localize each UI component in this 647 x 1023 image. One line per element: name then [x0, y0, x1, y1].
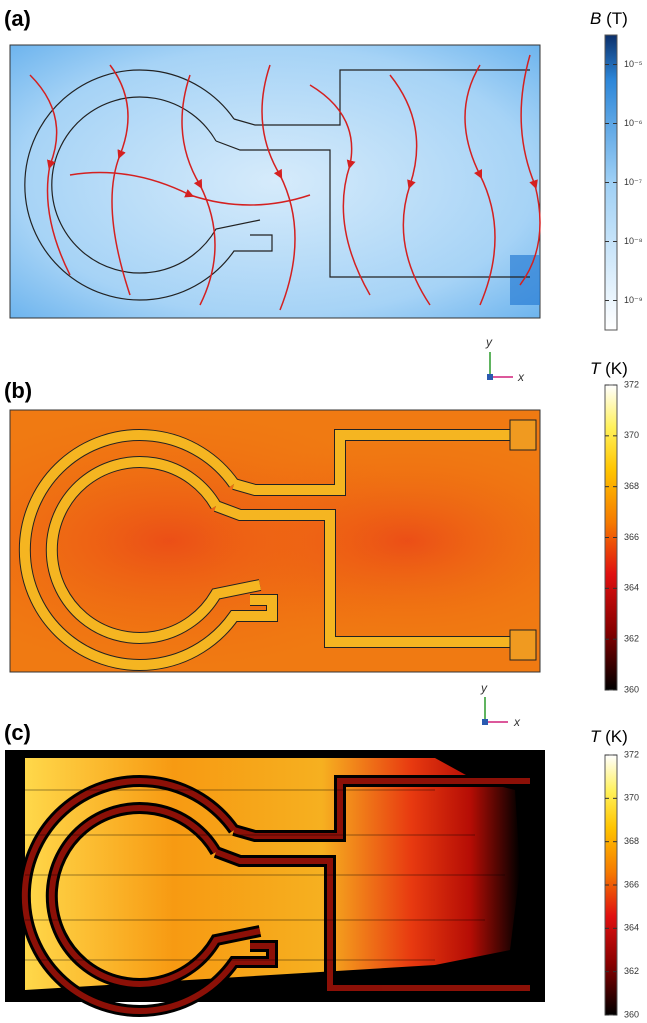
colorbar-tick-label: 360 [624, 684, 639, 694]
colorbar-tick-label: 364 [624, 583, 639, 593]
panel-label: (a) [4, 6, 31, 31]
colorbar-tick-label: 10⁻⁸ [624, 236, 643, 246]
colorbar-tick-label: 364 [624, 923, 639, 933]
colorbar-tick-label: 10⁻⁶ [624, 118, 643, 128]
axis-label: x [513, 715, 521, 729]
colorbar-tick-label: 10⁻⁷ [624, 177, 642, 187]
panel-label: (c) [4, 720, 31, 745]
axis-label: y [480, 681, 488, 695]
colorbar-tick-label: 368 [624, 836, 639, 846]
colorbar-tick-label: 362 [624, 634, 639, 644]
colorbar-tick-label: 372 [624, 379, 639, 389]
colorbar-title: B (T) [590, 9, 628, 28]
axis-label: x [517, 370, 525, 384]
colorbar-tick-label: 360 [624, 1009, 639, 1019]
figure: (a) B (T) y x (b) T (K) y x (c) [0, 0, 647, 1023]
axis-triad: y x [485, 335, 525, 384]
colorbar-title: T (K) [590, 359, 628, 378]
axis-triad: y x [480, 681, 521, 729]
colorbar-tick-label: 370 [624, 430, 639, 440]
field-map [10, 45, 540, 318]
colorbar-tick-label: 370 [624, 793, 639, 803]
thermal-image [5, 750, 545, 1011]
colorbar-tick-label: 362 [624, 966, 639, 976]
colorbar-tick-label: 366 [624, 532, 639, 542]
axis-label: y [485, 335, 493, 349]
colorbar-title: T (K) [590, 727, 628, 746]
colorbar-tick-label: 368 [624, 481, 639, 491]
colorbar-tick-label: 372 [624, 749, 639, 759]
colorbar-tick-label: 366 [624, 879, 639, 889]
panel-label: (b) [4, 378, 32, 403]
temperature-map [10, 410, 540, 672]
colorbar-tick-label: 10⁻⁹ [624, 295, 643, 305]
colorbar-tick-label: 10⁻⁵ [624, 59, 643, 69]
